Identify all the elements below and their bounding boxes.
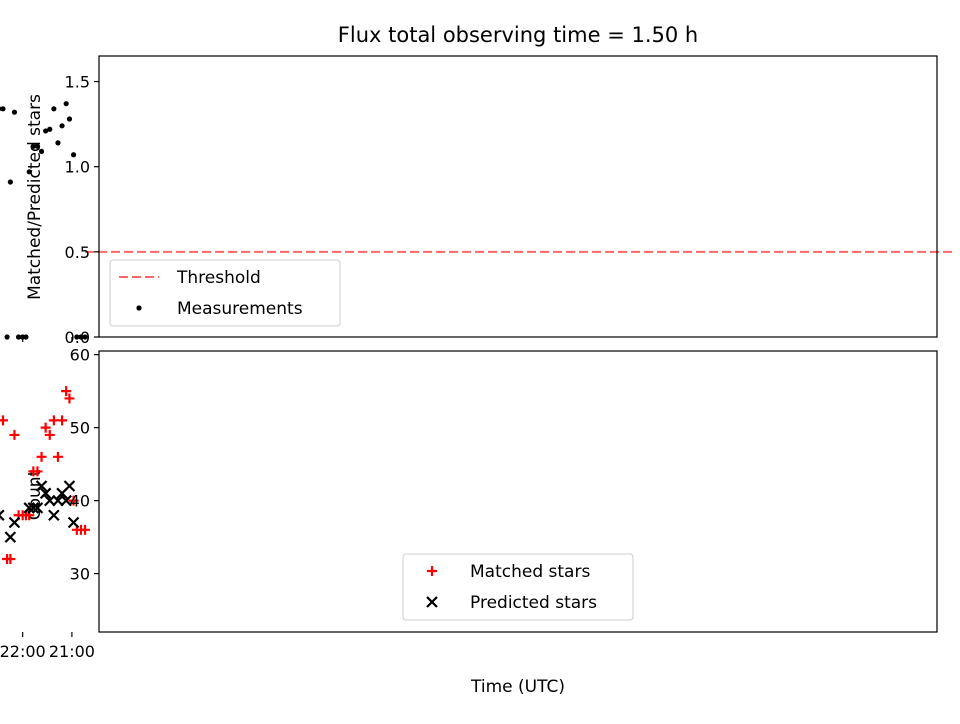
legend-label: Threshold	[176, 268, 261, 288]
x-tick-label: 21:00	[49, 642, 95, 661]
measurement-point	[11, 109, 18, 115]
panel-1: 0.0 0.5 1.0 1.5 Threshold Measurements	[0, 55, 956, 347]
legend-measurement-swatch	[136, 305, 142, 311]
matched-star-point	[48, 415, 59, 426]
measurement-point	[82, 334, 88, 340]
legend-box	[402, 553, 634, 621]
measurement-point	[38, 148, 45, 154]
matched-star-point	[36, 451, 47, 462]
measurement-point	[55, 140, 61, 146]
predicted-star-point	[8, 516, 21, 529]
legend-label: Matched stars	[470, 562, 590, 582]
measurement-point	[59, 123, 65, 129]
markers	[0, 101, 88, 340]
measurement-point	[7, 179, 13, 185]
x-tick-label: 22:00	[0, 642, 46, 661]
predicted-star-point	[67, 516, 80, 529]
y-tick-label: 0.0	[65, 328, 90, 347]
top-ylabel: Matched/Predicted stars	[25, 94, 45, 300]
predicted-star-point	[39, 487, 52, 500]
matched-star-point	[68, 495, 79, 506]
y-tick-label: 1.5	[65, 73, 90, 92]
predicted-star-point	[48, 509, 60, 521]
measurement-point	[0, 106, 2, 112]
legend-predicted-swatch	[426, 596, 438, 608]
predicted-star-point	[56, 487, 68, 500]
y-tick-label: 30	[70, 565, 90, 584]
y-tick-label: 60	[70, 346, 90, 365]
matched-star-point	[9, 429, 20, 440]
predicted-star-point	[4, 531, 17, 543]
y-tick-label: 50	[70, 419, 90, 438]
matched-star-point	[44, 429, 55, 440]
y-tick-label: 40	[70, 492, 90, 511]
matched-star-point	[0, 419, 4, 422]
measurement-point	[47, 126, 53, 132]
markers	[0, 386, 91, 565]
x-axis-label: Time (UTC)	[470, 677, 565, 697]
axes-frame	[98, 55, 938, 338]
legend-label: Measurements	[177, 299, 303, 319]
matched-star-point	[40, 422, 51, 433]
predicted-star-point	[43, 494, 56, 507]
measurement-point	[30, 143, 36, 149]
measurement-point	[0, 106, 6, 112]
matched-star-point	[64, 393, 75, 404]
measurement-point	[66, 116, 73, 122]
legend-label: Predicted stars	[470, 593, 597, 613]
matched-star-point	[2, 554, 13, 565]
predicted-star-point	[27, 502, 40, 514]
measurement-point	[15, 334, 22, 340]
measurement-point	[34, 143, 41, 149]
measurement-point	[74, 334, 80, 340]
y-tick-label: 1.0	[65, 158, 90, 177]
matched-star-point	[28, 466, 39, 477]
predicted-star-point	[0, 509, 5, 521]
panel-2: 3040506021:0022:0023:0000:0001:0002:0003…	[0, 346, 938, 661]
matched-star-point	[61, 386, 72, 397]
plots: 0.0 0.5 1.0 1.5 Threshold Measurements 30 40 50 6…	[0, 55, 956, 661]
axes-frame	[98, 350, 938, 633]
measurement-point	[26, 169, 32, 175]
measurement-point	[4, 334, 10, 340]
measurement-point	[70, 152, 77, 158]
predicted-star-point	[35, 480, 48, 492]
measurement-point	[51, 106, 57, 112]
measurement-point	[78, 334, 84, 340]
predicted-star-point	[23, 502, 36, 514]
measurement-point	[63, 101, 69, 107]
matched-star-point	[52, 451, 63, 462]
chart-title: Flux total observing time = 1.50 h	[338, 23, 698, 47]
measurement-point	[43, 128, 49, 134]
legend-matched-swatch	[427, 566, 437, 576]
legend-box	[109, 259, 341, 327]
y-tick-label: 0.5	[65, 243, 90, 262]
